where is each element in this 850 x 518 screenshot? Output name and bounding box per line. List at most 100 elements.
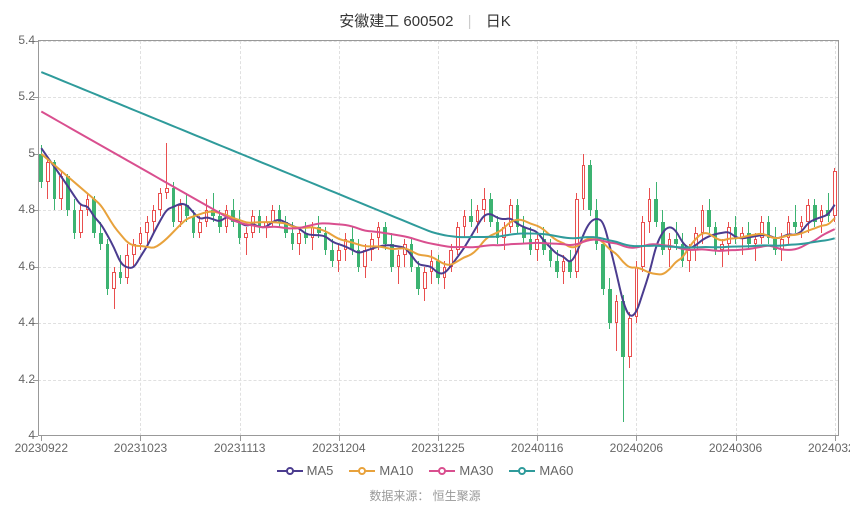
legend-swatch-icon: [349, 465, 375, 477]
candle-body: [820, 210, 824, 221]
candle-body: [641, 222, 645, 267]
candle-body: [185, 205, 189, 216]
source-value: 恒生聚源: [433, 489, 481, 503]
candle-body: [687, 250, 691, 261]
candle-body: [344, 239, 348, 250]
candle-body: [291, 233, 295, 244]
candle-body: [522, 227, 526, 238]
candle-body: [635, 267, 639, 318]
candle-body: [178, 205, 182, 222]
candle-body: [800, 222, 804, 228]
candle-body: [608, 289, 612, 323]
candle-body: [125, 255, 129, 278]
legend-item-ma5[interactable]: MA5: [277, 463, 334, 478]
candle-body: [397, 255, 401, 266]
x-axis-label: 20240206: [610, 441, 663, 455]
candle-body: [767, 222, 771, 239]
candle-body: [337, 250, 341, 261]
candle-body: [615, 301, 619, 324]
candle-body: [205, 210, 209, 221]
candle-body: [139, 233, 143, 244]
grid-line-v: [438, 41, 439, 436]
legend-item-ma30[interactable]: MA30: [429, 463, 493, 478]
candle-body: [238, 222, 242, 239]
candle-wick: [722, 239, 723, 267]
y-axis-label: 4.4: [1, 315, 35, 329]
candle-body: [350, 239, 354, 250]
candle-body: [469, 216, 473, 222]
legend-item-ma60[interactable]: MA60: [509, 463, 573, 478]
legend-label: MA10: [379, 463, 413, 478]
candle-wick: [266, 216, 267, 239]
stock-code: 600502: [403, 13, 453, 30]
candle-body: [509, 205, 513, 228]
candle-body: [773, 239, 777, 250]
candle-body: [734, 227, 738, 238]
candle-body: [780, 239, 784, 250]
candle-body: [145, 222, 149, 233]
candle-body: [681, 244, 685, 261]
chart-title: 安徽建工 600502 | 日K: [0, 0, 850, 31]
candle-body: [158, 193, 162, 210]
candle-body: [720, 244, 724, 250]
candle-body: [654, 199, 658, 222]
candle-body: [476, 210, 480, 221]
x-axis-line: [38, 435, 838, 436]
candle-body: [436, 261, 440, 278]
legend-label: MA5: [307, 463, 334, 478]
candle-body: [112, 272, 116, 289]
title-divider: |: [468, 13, 472, 30]
candle-wick: [213, 193, 214, 221]
candle-body: [278, 210, 282, 221]
y-axis-line: [38, 41, 39, 436]
legend-item-ma10[interactable]: MA10: [349, 463, 413, 478]
candle-wick: [246, 227, 247, 255]
candle-body: [363, 250, 367, 267]
candle-body: [727, 227, 731, 244]
candle-body: [826, 210, 830, 216]
candle-body: [542, 239, 546, 250]
candle-wick: [801, 216, 802, 239]
candle-wick: [742, 227, 743, 255]
candle-body: [568, 261, 572, 272]
candle-body: [661, 222, 665, 250]
candle-body: [324, 233, 328, 250]
candle-body: [231, 210, 235, 221]
x-axis-label: 20231113: [214, 441, 266, 455]
x-axis-label: 20231225: [411, 441, 464, 455]
candle-body: [754, 239, 758, 245]
candle-body: [555, 261, 559, 272]
candle-body: [694, 233, 698, 250]
candle-body: [806, 205, 810, 222]
candle-body: [496, 222, 500, 239]
candle-wick: [795, 205, 796, 233]
grid-line-v: [835, 41, 836, 436]
candle-body: [714, 227, 718, 250]
candle-body: [747, 233, 751, 244]
candle-body: [284, 222, 288, 233]
y-axis-label: 5.4: [1, 33, 35, 47]
plot-area: [38, 40, 839, 436]
candle-body: [403, 244, 407, 255]
candle-body: [258, 216, 262, 227]
candle-body: [760, 222, 764, 239]
candle-body: [416, 267, 420, 290]
candle-body: [588, 165, 592, 210]
legend-swatch-icon: [509, 465, 535, 477]
candle-body: [377, 227, 381, 238]
candle-body: [132, 244, 136, 255]
candle-body: [601, 244, 605, 289]
x-axis-label: 20240306: [709, 441, 762, 455]
grid-line-v: [636, 41, 637, 436]
candle-body: [317, 227, 321, 233]
candle-body: [595, 210, 599, 244]
x-axis-label: 20231023: [114, 441, 167, 455]
data-source: 数据来源： 恒生聚源: [0, 487, 850, 504]
candle-body: [357, 250, 361, 267]
candle-body: [198, 222, 202, 233]
candle-body: [489, 199, 493, 222]
candle-body: [225, 210, 229, 227]
candle-body: [86, 199, 90, 210]
candle-body: [390, 244, 394, 267]
candle-body: [59, 176, 63, 199]
